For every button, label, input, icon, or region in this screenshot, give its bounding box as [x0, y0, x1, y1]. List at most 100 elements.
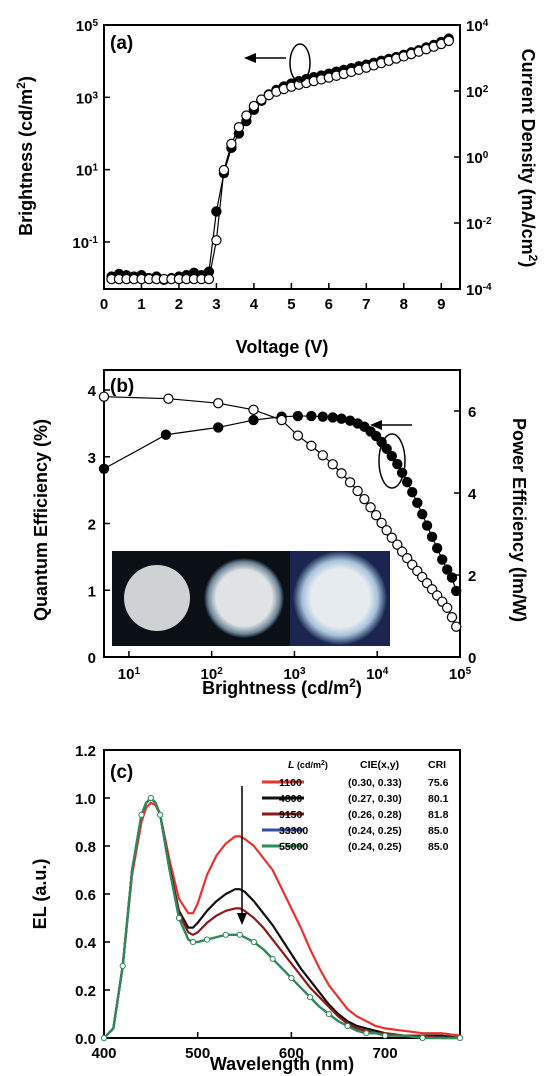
panel-b-series-0-point — [412, 497, 423, 509]
panel-a-xtick-label: 5 — [287, 296, 295, 313]
panel-c-series — [100, 794, 464, 1042]
panel-b-series-0-point — [392, 458, 403, 470]
panel-a-xtick-label: 8 — [400, 296, 408, 313]
panel-b-series-0-point — [98, 463, 110, 474]
legend-cri-value-4: 85.0 — [428, 841, 449, 853]
panel-c-ytick-label: 0.4 — [75, 935, 97, 952]
panel-b-series-0-point — [248, 414, 259, 426]
panel-b-series-0-point — [386, 450, 398, 462]
panel-b-series-1-point — [213, 398, 224, 409]
panel-b-series-1-point — [441, 602, 453, 614]
panel-a-frame — [103, 24, 461, 290]
panel-a-arrow — [244, 43, 311, 83]
panel-c-series-4-point — [203, 936, 211, 943]
panel-c-series-4-point — [157, 811, 164, 818]
panel-c-series-4-point — [307, 994, 314, 1001]
panel-b-series-0-point — [381, 443, 392, 454]
panel-b-series-1-point — [336, 468, 347, 479]
panel-c-series-4-point — [175, 914, 183, 922]
panel-c-arrow — [237, 786, 247, 925]
panel-b-series-1-point — [381, 525, 392, 536]
panel-b-series-0-point — [446, 572, 458, 583]
panel-a-series-1-line — [111, 40, 449, 280]
panel-b-xlabel: Brightness (cd/m2) — [202, 676, 362, 698]
panel-c-series-4-point — [288, 974, 295, 982]
legend-cie-value-1: (0.27, 0.30) — [348, 793, 402, 805]
panel-c-series-4-point — [222, 931, 229, 938]
panel-a-series-1-point — [211, 235, 222, 246]
panel-c-series-4-point — [363, 1030, 370, 1037]
panel-a-ytick-left-label: 101 — [76, 162, 99, 180]
legend-cri-value-3: 85.0 — [428, 825, 449, 837]
panel-a: (a) Voltage (V) Brightness (cd/m2) Curre… — [14, 18, 540, 358]
panel-b-series-0-point — [407, 486, 418, 498]
legend-l-value-1: 4800 — [279, 793, 303, 805]
panel-b-series-1-point — [386, 532, 398, 543]
legend-l-value-0: 1100 — [279, 777, 302, 789]
panel-a-series-1-point — [233, 121, 245, 133]
panel-c-xlabel: Wavelength (nm) — [210, 1054, 354, 1074]
legend-l-value-3: 33300 — [279, 825, 308, 837]
panel-c-xtick-label: 700 — [373, 1045, 398, 1062]
panel-b-series-1-point — [359, 493, 370, 505]
panel-b: (b) Brightness (cd/m2) Quantum Efficienc… — [31, 369, 529, 698]
panel-b-series-0-point — [213, 422, 224, 433]
panel-a-series-1-point — [218, 164, 230, 176]
panel-c: (c) Wavelength (nm) EL (a.u.) 400 500 600 7… — [30, 743, 464, 1074]
panel-b-ytick-left-label: 2 — [88, 517, 96, 534]
panel-b-series-1-point — [292, 430, 304, 441]
panel-b-series-1-point — [163, 393, 174, 404]
panel-a-ylabel-right: Current Density (mA/cm2) — [518, 49, 540, 268]
panel-b-ytick-right-label: 6 — [468, 404, 476, 421]
panel-b-series-1-point — [365, 502, 376, 513]
panel-a-series-1-point — [256, 94, 267, 105]
panel-a-ytick-left-label: 105 — [76, 18, 99, 36]
panel-b-series-1-point — [344, 477, 356, 488]
panel-c-series-4-point — [419, 1034, 426, 1042]
panel-b-ytick-left-label: 3 — [88, 450, 96, 467]
panel-c-xtick-label: 600 — [279, 1045, 304, 1062]
panel-b-series-0-point — [292, 410, 304, 422]
panel-c-series-4-point — [381, 1032, 389, 1039]
panel-b-ytick-right-label: 2 — [468, 568, 476, 585]
panel-b-series-1-point — [248, 404, 259, 415]
panel-c-ylabel: EL (a.u.) — [30, 859, 50, 930]
legend-cie-value-3: (0.24, 0.25) — [348, 825, 402, 837]
panel-a-series-1-point — [226, 138, 237, 150]
panel-b-xtick-label: 105 — [449, 666, 472, 684]
panel-a-ytick-left-label: 103 — [76, 90, 99, 108]
panel-b-series-0-point — [401, 476, 413, 488]
panel-c-series-4-point — [236, 931, 243, 938]
panel-b-series-1-point — [392, 539, 403, 550]
panel-a-xlabel: Voltage (V) — [236, 337, 329, 357]
panel-b-ylabel-left: Quantum Efficiency (%) — [31, 419, 51, 621]
panel-c-ytick-label: 0.8 — [75, 839, 96, 856]
panel-c-series-4-point — [100, 1034, 108, 1042]
panel-b-series-0-point — [327, 412, 338, 423]
panel-c-series-4-point — [189, 938, 197, 946]
panel-a-xtick-label: 1 — [137, 296, 145, 313]
panel-a-series — [106, 33, 454, 285]
panel-b-series-0-point — [421, 520, 433, 531]
panel-a-ytick-right-label: 100 — [466, 150, 489, 168]
panel-b-series-0-point — [437, 554, 448, 565]
panel-a-ticks: 0 1 2 3 4 5 6 7 8 9 105 103 101 10-1 104 102 100 10-2 10-4 — [72, 18, 492, 314]
panel-b-xtick-label: 104 — [366, 666, 389, 684]
panel-b-series-1-point — [327, 459, 338, 470]
panel-a-xtick-label: 2 — [175, 296, 183, 313]
legend-cie-value-0: (0.30, 0.33) — [348, 777, 402, 789]
panel-b-series-1-point — [317, 450, 329, 461]
legend-l-value-2: 9150 — [279, 809, 303, 821]
panel-b-xtick-label: 103 — [283, 666, 306, 684]
legend-cri-value-2: 81.8 — [428, 809, 449, 821]
panel-c-series-4-point — [269, 955, 276, 962]
panel-b-arrow — [370, 420, 412, 489]
panel-a-series-1-point — [241, 110, 252, 121]
panel-c-ytick-label: 1.2 — [75, 743, 96, 760]
panel-a-ytick-right-label: 10-4 — [466, 282, 492, 300]
inset-device-photo-3 — [293, 551, 387, 645]
legend-l-value-4: 55000 — [279, 841, 308, 853]
legend-cie-value-4: (0.24, 0.25) — [348, 841, 402, 853]
panel-a-ytick-right-label: 102 — [466, 84, 489, 102]
